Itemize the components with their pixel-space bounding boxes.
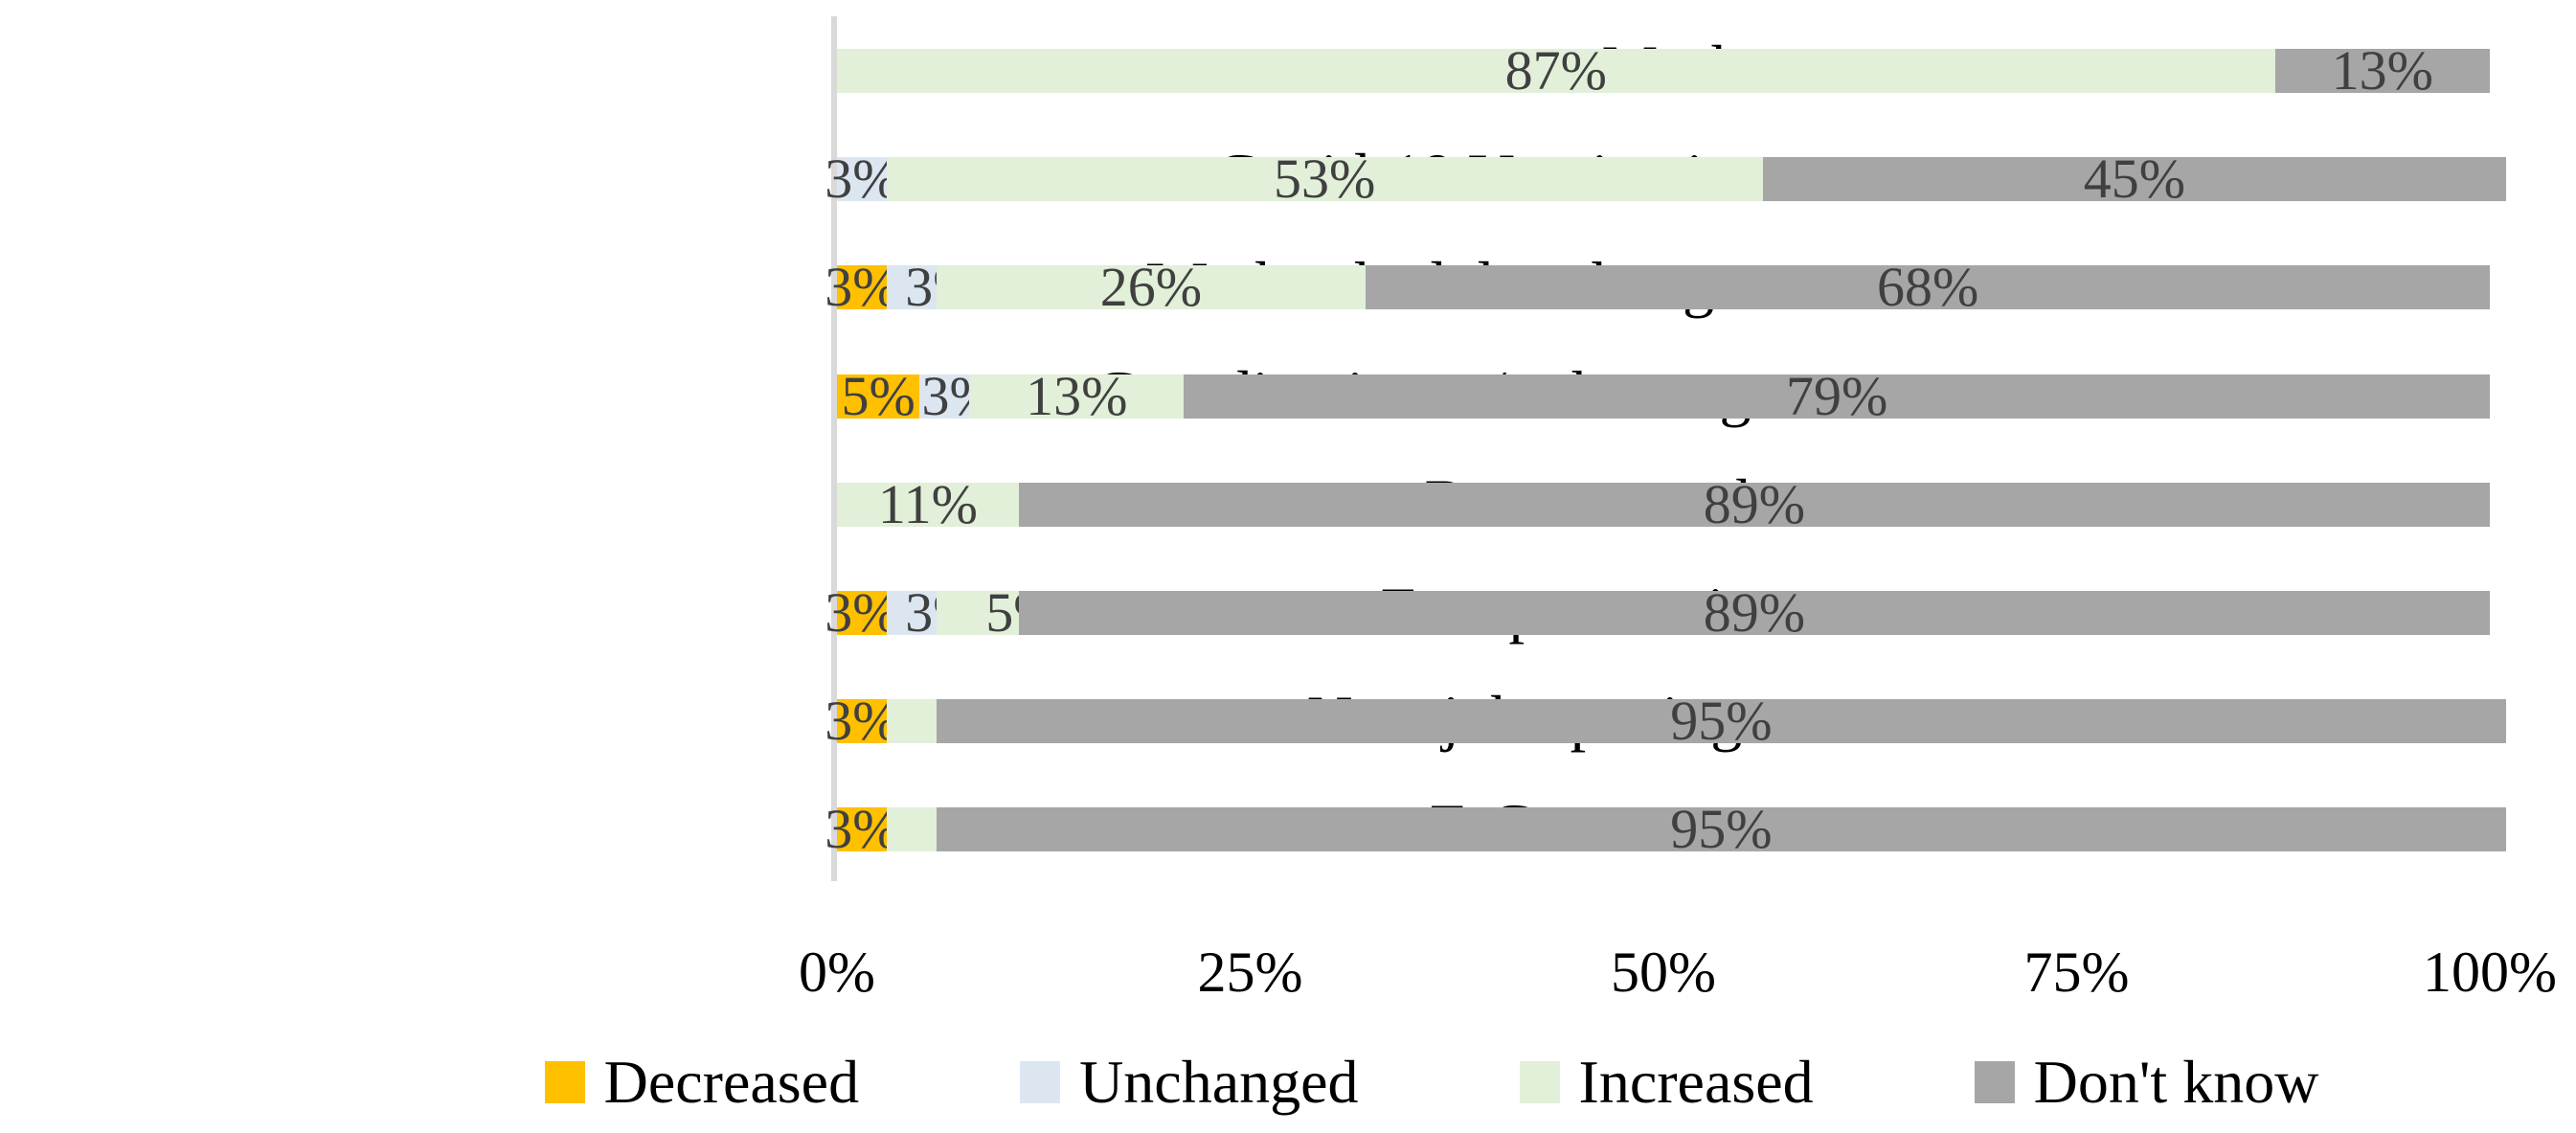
bar-segment-increased-fare-per-tourist bbox=[936, 591, 1019, 635]
x-tick-25: 25% bbox=[1197, 940, 1303, 1004]
value-label-don-t-know-covid-19-vaccination: 45% bbox=[2083, 147, 2186, 211]
legend-swatch-increased bbox=[1519, 1061, 1560, 1103]
value-label-don-t-know-e-commerce: 95% bbox=[1670, 798, 1773, 861]
value-label-increased-masks: 87% bbox=[1504, 39, 1607, 102]
bar-segment-increased-new-job-openings bbox=[886, 699, 937, 744]
bar-segment-increased-covid-19-vaccination bbox=[886, 157, 1763, 202]
bar-segment-increased-work-schedules-changes bbox=[936, 265, 1367, 310]
legend-swatch-don-t-know bbox=[1974, 1061, 2015, 1103]
bar-segment-decreased-e-commerce bbox=[837, 807, 887, 852]
value-label-increased-covid-19-vaccination: 53% bbox=[1273, 147, 1376, 211]
bar-segment-decreased-work-schedules-changes bbox=[837, 265, 887, 310]
bar-segment-decreased-new-job-openings bbox=[837, 699, 887, 744]
value-label-increased-remote-work: 11% bbox=[877, 472, 979, 535]
legend: Decreased Unchanged Increased Don't know bbox=[144, 1052, 2576, 1113]
value-label-unchanged-covid-19-vaccination: 3% bbox=[825, 147, 899, 211]
bar-segment-unchanged-fare-per-tourist bbox=[886, 591, 937, 635]
bar-segment-unchanged-work-schedules-changes bbox=[886, 265, 937, 310]
bar-segment-don-t-know-remote-work bbox=[1018, 482, 2490, 527]
value-label-decreased-coordination-w-other-org: 5% bbox=[841, 364, 915, 427]
bar-segment-increased-remote-work bbox=[837, 482, 1019, 527]
value-label-don-t-know-remote-work: 89% bbox=[1703, 472, 1806, 535]
bar-segment-don-t-know-masks bbox=[2274, 49, 2490, 93]
bar-segment-decreased-fare-per-tourist bbox=[837, 591, 887, 635]
bar-segment-don-t-know-e-commerce bbox=[936, 807, 2507, 852]
bar-segment-don-t-know-new-job-openings bbox=[936, 699, 2507, 744]
legend-label-unchanged: Unchanged bbox=[1079, 1048, 1359, 1116]
bar-segment-unchanged-coordination-w-other-org bbox=[919, 374, 970, 419]
bar-segment-increased-e-commerce bbox=[886, 807, 937, 852]
legend-item-decreased: Decreased bbox=[544, 1048, 860, 1116]
bar-segment-decreased-coordination-w-other-org bbox=[837, 374, 920, 419]
value-label-don-t-know-work-schedules-changes: 68% bbox=[1876, 256, 1979, 319]
bar-segment-don-t-know-covid-19-vaccination bbox=[1762, 157, 2507, 202]
legend-item-don-t-know: Don't know bbox=[1974, 1048, 2319, 1116]
bar-segment-increased-masks bbox=[837, 49, 2275, 93]
bar-segment-don-t-know-coordination-w-other-org bbox=[1184, 374, 2490, 419]
value-label-don-t-know-fare-per-tourist: 89% bbox=[1703, 581, 1806, 644]
value-label-don-t-know-masks: 13% bbox=[2331, 39, 2433, 102]
value-label-don-t-know-new-job-openings: 95% bbox=[1670, 690, 1773, 753]
x-tick-50: 50% bbox=[1611, 940, 1716, 1004]
legend-swatch-unchanged bbox=[1020, 1061, 1061, 1103]
bar-segment-increased-coordination-w-other-org bbox=[969, 374, 1185, 419]
x-tick-0: 0% bbox=[799, 940, 875, 1004]
bar-segment-don-t-know-fare-per-tourist bbox=[1018, 591, 2490, 635]
legend-label-decreased: Decreased bbox=[603, 1048, 860, 1116]
bar-segment-unchanged-covid-19-vaccination bbox=[837, 157, 887, 202]
value-label-decreased-fare-per-tourist: 3% bbox=[825, 581, 899, 644]
legend-label-increased: Increased bbox=[1578, 1048, 1814, 1116]
value-label-decreased-new-job-openings: 3% bbox=[825, 690, 899, 753]
value-label-increased-work-schedules-changes: 26% bbox=[1099, 256, 1203, 319]
x-tick-100: 100% bbox=[2423, 940, 2557, 1004]
value-label-decreased-work-schedules-changes: 3% bbox=[825, 256, 899, 319]
y-axis-line bbox=[831, 16, 837, 881]
bar-segment-don-t-know-work-schedules-changes bbox=[1366, 265, 2490, 310]
x-tick-75: 75% bbox=[2023, 940, 2130, 1004]
value-label-decreased-e-commerce: 3% bbox=[825, 798, 899, 861]
value-label-increased-coordination-w-other-org: 13% bbox=[1026, 364, 1128, 427]
legend-item-increased: Increased bbox=[1519, 1048, 1814, 1116]
value-label-don-t-know-coordination-w-other-org: 79% bbox=[1786, 364, 1888, 427]
legend-label-don-t-know: Don't know bbox=[2033, 1048, 2319, 1116]
legend-swatch-decreased bbox=[544, 1061, 585, 1103]
legend-item-unchanged: Unchanged bbox=[1020, 1048, 1359, 1116]
